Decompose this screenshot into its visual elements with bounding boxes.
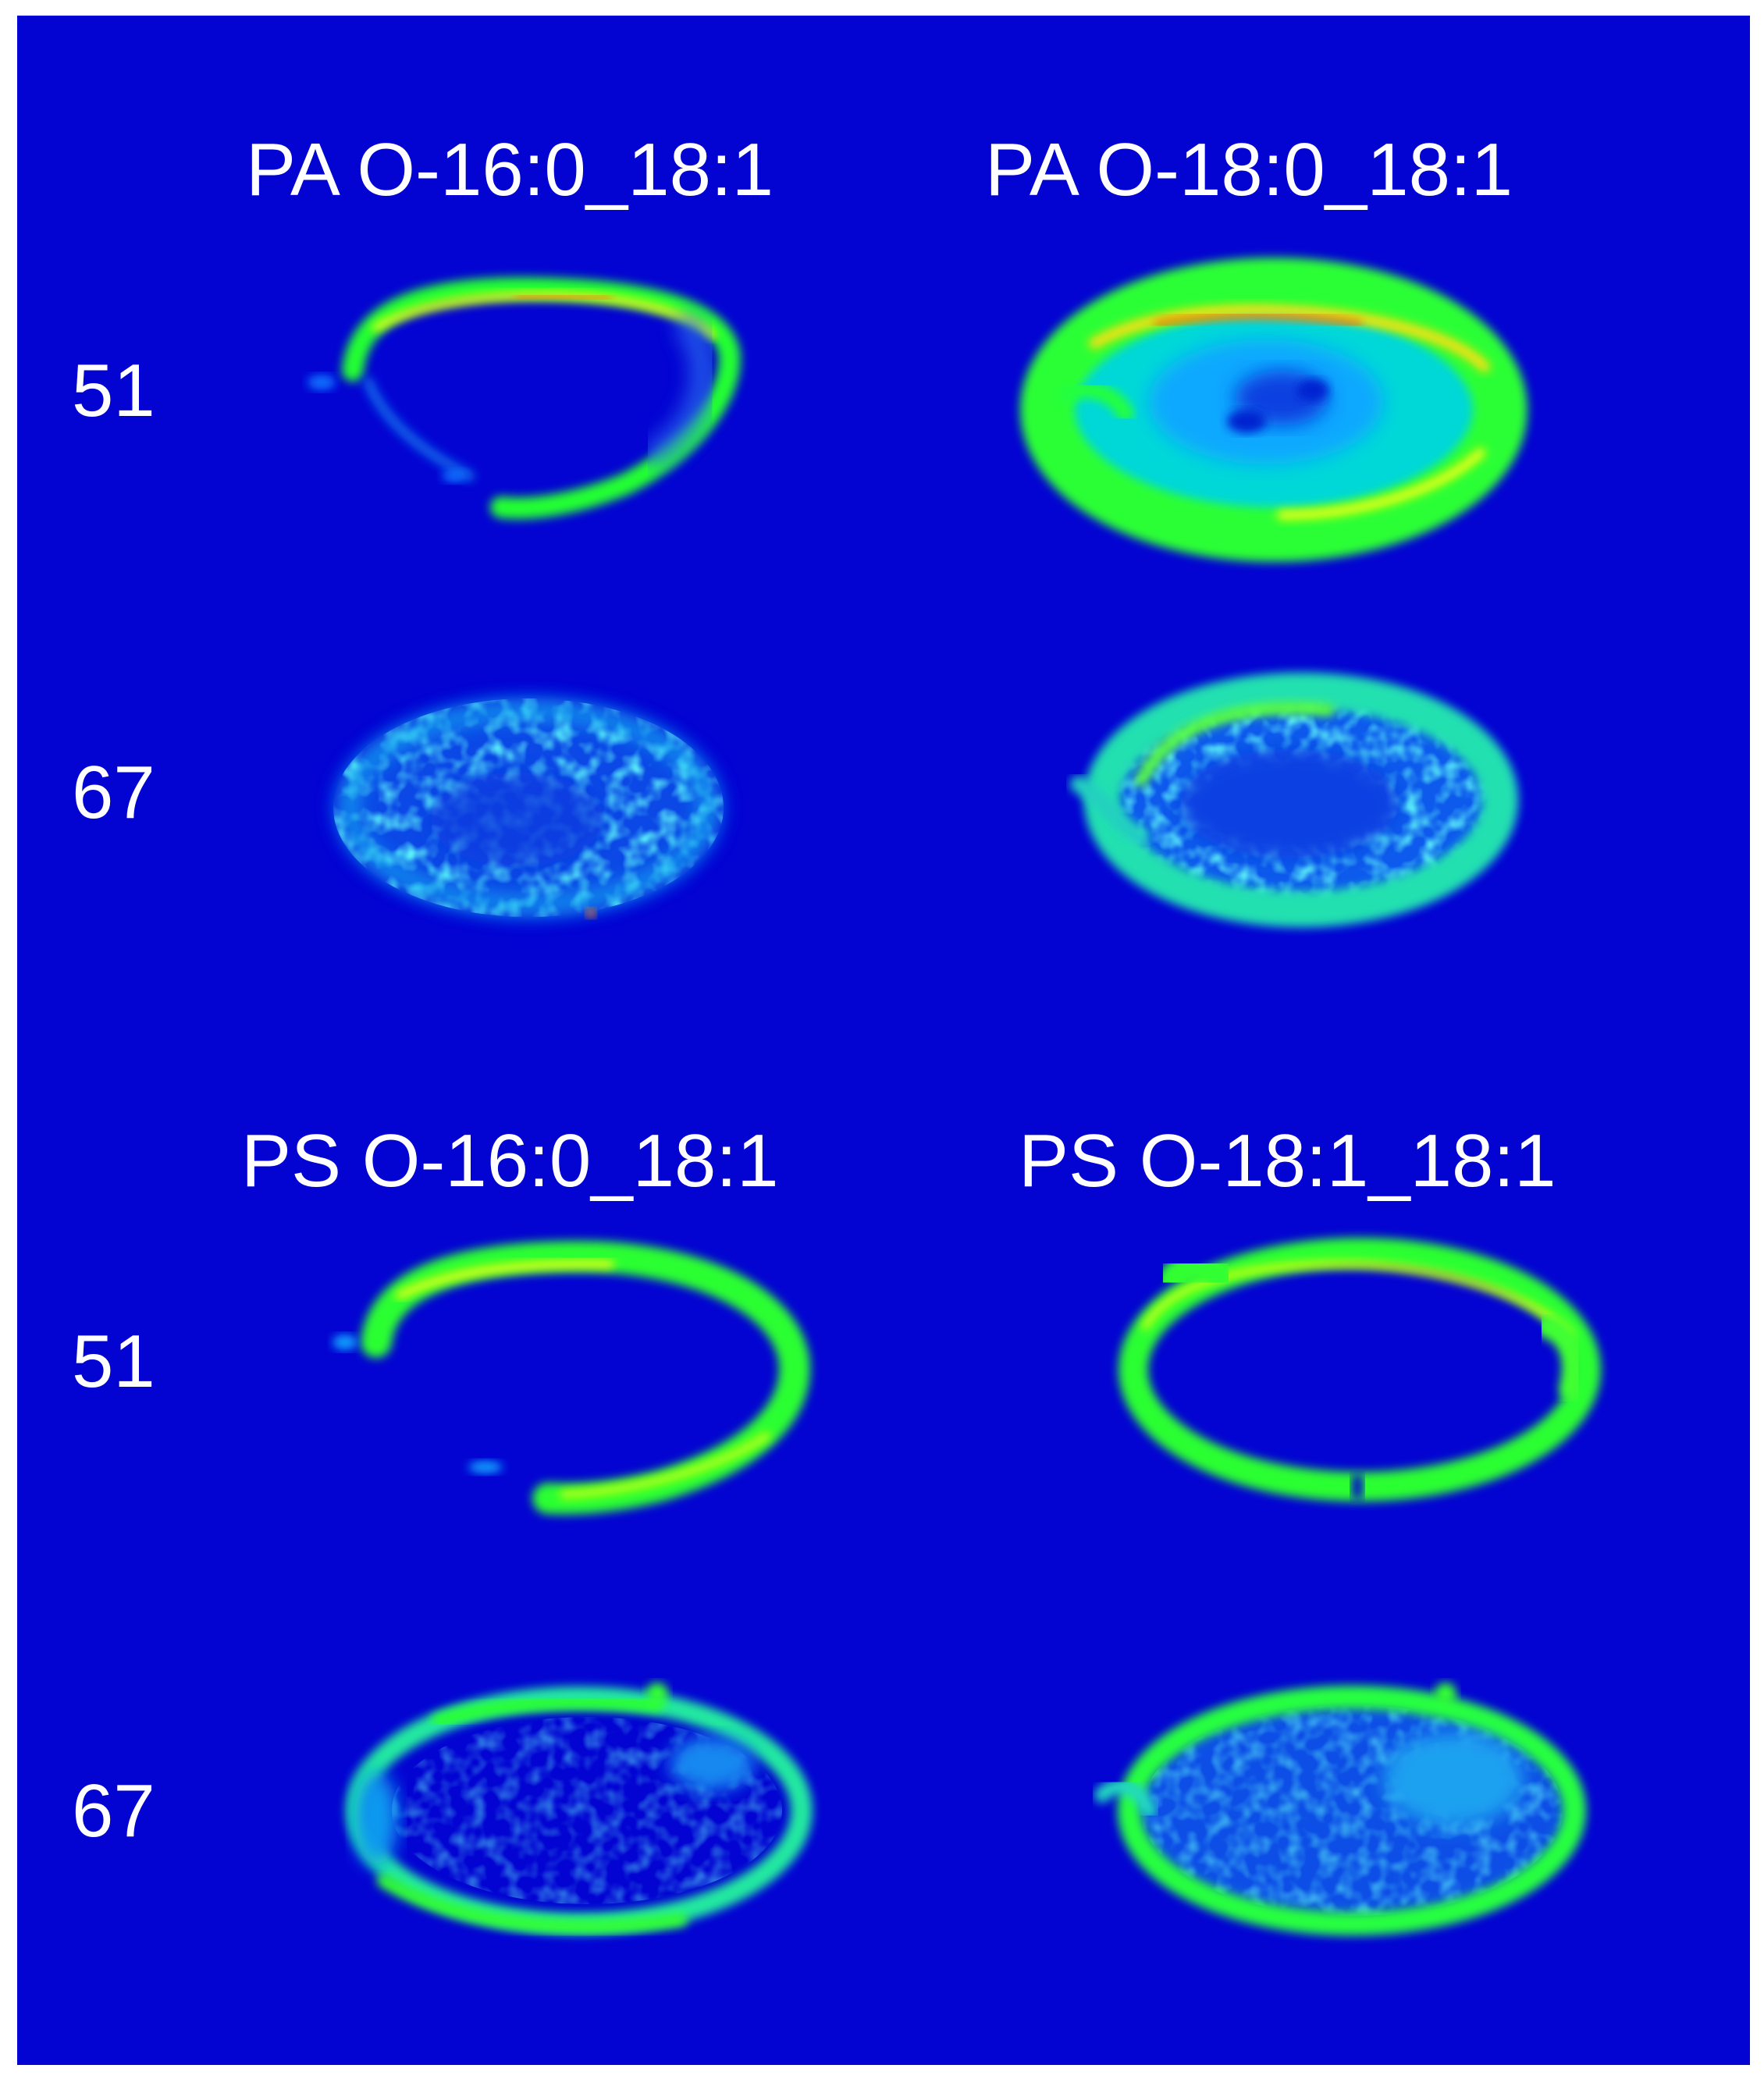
tissue-image-ps-16-0-day-51 bbox=[333, 1240, 810, 1515]
row-label-51-top: 51 bbox=[72, 349, 155, 432]
column-header-pa-16-0: PA O-16:0_18:1 bbox=[246, 128, 774, 211]
image-panel: PA O-16:0_18:1 PA O-18:0_18:1 51 67 PS O… bbox=[17, 16, 1750, 2065]
row-label-51-bottom: 51 bbox=[72, 1320, 155, 1403]
column-header-pa-18-0: PA O-18:0_18:1 bbox=[985, 128, 1513, 211]
tissue-image-grid bbox=[308, 258, 1601, 1935]
tissue-image-ps-18-1-day-67 bbox=[1094, 1683, 1586, 1935]
row-label-67-bottom: 67 bbox=[72, 1769, 155, 1853]
tissue-image-pa-16-0-day-51 bbox=[308, 277, 741, 520]
tissue-image-ps-16-0-day-67 bbox=[346, 1683, 813, 1935]
tissue-image-ps-18-1-day-51 bbox=[1119, 1238, 1601, 1502]
tissue-image-pa-16-0-day-67 bbox=[333, 698, 724, 918]
tissue-image-pa-18-0-day-51 bbox=[1020, 258, 1527, 562]
row-label-67-top: 67 bbox=[72, 751, 155, 834]
column-header-ps-18-1: PS O-18:1_18:1 bbox=[1019, 1119, 1556, 1203]
tissue-image-pa-18-0-day-67 bbox=[1070, 673, 1518, 927]
column-header-ps-16-0: PS O-16:0_18:1 bbox=[241, 1119, 779, 1203]
